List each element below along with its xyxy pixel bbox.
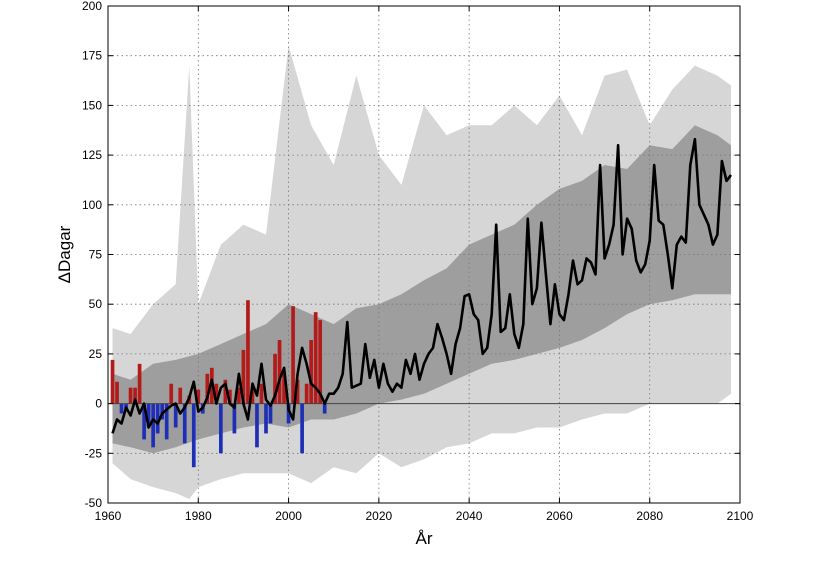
positive-bar <box>304 383 309 404</box>
x-axis-label: År <box>416 529 433 548</box>
negative-bar <box>268 403 273 424</box>
y-tick-label: 75 <box>89 248 103 262</box>
x-tick-label: 2020 <box>366 509 393 523</box>
x-tick-label: 2060 <box>546 509 573 523</box>
x-tick-label: 2100 <box>727 509 754 523</box>
positive-bar <box>313 312 318 404</box>
y-tick-label: 200 <box>82 0 102 13</box>
negative-bar <box>219 403 223 454</box>
negative-bar <box>264 403 268 434</box>
median-line <box>111 137 733 434</box>
positive-bar <box>133 387 137 404</box>
positive-bar <box>214 383 219 404</box>
y-tick-label: 25 <box>89 347 103 361</box>
x-tick-label: 1980 <box>185 509 212 523</box>
positive-bar <box>205 373 210 404</box>
tick-layer: 1960 1980 2000 2020 2040 2060 2080 2100 -50 -25 0 2… <box>82 0 754 523</box>
positive-bar <box>246 300 250 404</box>
negative-bar <box>155 403 160 434</box>
positive-bar <box>282 373 286 404</box>
positive-bar <box>178 387 183 404</box>
positive-bar <box>169 383 174 404</box>
positive-bar <box>277 339 282 404</box>
positive-bar <box>228 389 232 404</box>
positive-bar <box>241 349 246 404</box>
positive-bar <box>115 381 119 404</box>
y-tick-label: -50 <box>85 496 103 510</box>
positive-bar <box>318 320 323 404</box>
negative-bar <box>232 403 237 434</box>
negative-bar <box>191 403 196 468</box>
y-tick-label: 125 <box>82 148 102 162</box>
x-tick-label: 2040 <box>456 509 483 523</box>
x-tick-label: 2000 <box>275 509 302 523</box>
negative-bar <box>300 403 304 454</box>
positive-bar <box>295 379 300 404</box>
y-tick-label: 100 <box>82 198 102 212</box>
positive-bar <box>309 339 313 404</box>
positive-bar <box>273 353 277 404</box>
negative-bar <box>151 403 155 448</box>
y-axis-label: ΔDagar <box>55 225 74 283</box>
negative-bar <box>146 403 151 428</box>
negative-bar <box>160 403 165 420</box>
negative-bar <box>119 403 124 414</box>
positive-bar <box>128 387 133 404</box>
y-tick-label: 50 <box>89 297 103 311</box>
negative-bar <box>286 403 291 424</box>
negative-bar <box>322 403 327 414</box>
positive-bar <box>291 306 295 404</box>
positive-bar <box>259 383 264 404</box>
x-tick-label: 2080 <box>636 509 663 523</box>
positive-bar <box>110 359 115 404</box>
positive-bar <box>237 387 241 404</box>
x-tick-label: 1960 <box>95 509 122 523</box>
negative-bar <box>182 403 187 444</box>
line-layer <box>111 137 733 434</box>
negative-bar <box>164 403 169 440</box>
positive-bar <box>137 363 142 404</box>
positive-bar <box>223 379 228 404</box>
positive-bar <box>250 389 255 404</box>
inner-range-band <box>112 125 731 454</box>
y-tick-label: -25 <box>85 446 103 460</box>
y-tick-label: 150 <box>82 98 102 112</box>
inner-band-layer <box>112 125 731 454</box>
plot-area <box>108 6 740 503</box>
y-tick-label: 175 <box>82 49 102 63</box>
negative-bar <box>173 403 178 428</box>
positive-bar <box>196 389 201 404</box>
negative-bar <box>255 403 259 448</box>
negative-bar <box>142 403 146 440</box>
y-tick-label: 0 <box>95 397 102 411</box>
